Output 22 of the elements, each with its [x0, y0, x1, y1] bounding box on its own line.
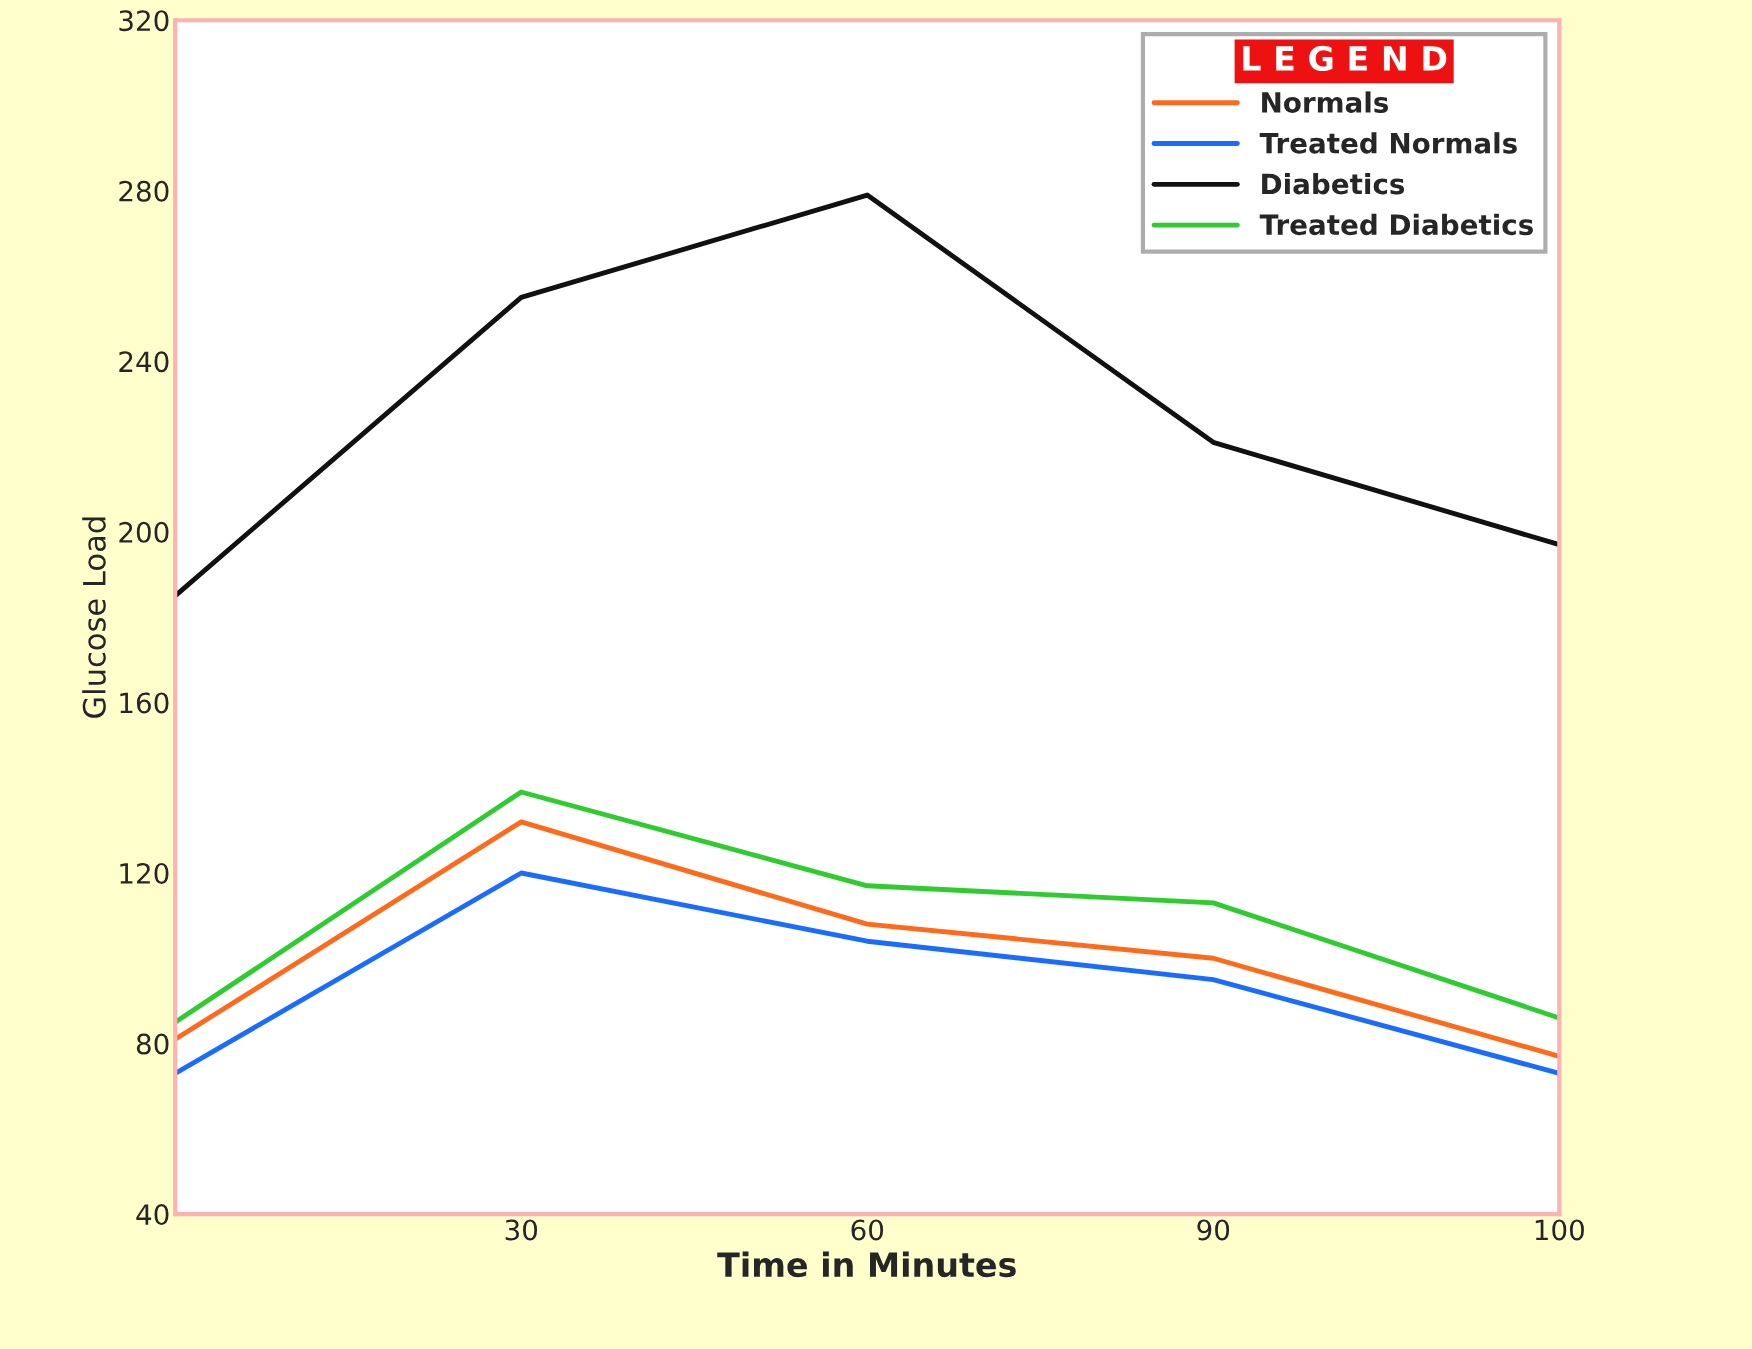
x-tick-label: 100: [1535, 1219, 1584, 1241]
x-axis-title: Time in Minutes: [717, 1251, 1016, 1278]
y-tick-label: 200: [119, 521, 169, 543]
y-tick-label: 280: [119, 180, 169, 202]
legend-title: L E G E N D: [1243, 45, 1447, 72]
y-tick-label: 40: [136, 1204, 169, 1226]
legend-label: Treated Normals: [1259, 132, 1517, 154]
y-tick-label: 160: [120, 692, 169, 714]
legend-label: Normals: [1262, 91, 1389, 113]
y-tick-label: 120: [120, 862, 169, 884]
x-tick-label: 30: [505, 1219, 538, 1241]
x-tick-label: 90: [1197, 1219, 1230, 1241]
line-series: [175, 789, 1560, 1025]
line-series: [175, 870, 1560, 1076]
legend-label: Treated Diabetics: [1259, 213, 1533, 236]
y-tick-label: 240: [119, 351, 169, 373]
y-tick-label: 80: [136, 1033, 169, 1055]
y-axis-title: Glucose Load: [82, 517, 106, 718]
legend-label: Diabetics: [1262, 172, 1405, 195]
y-tick-label: 320: [119, 10, 169, 32]
line-series: [175, 819, 1560, 1059]
x-tick-label: 60: [851, 1219, 884, 1241]
